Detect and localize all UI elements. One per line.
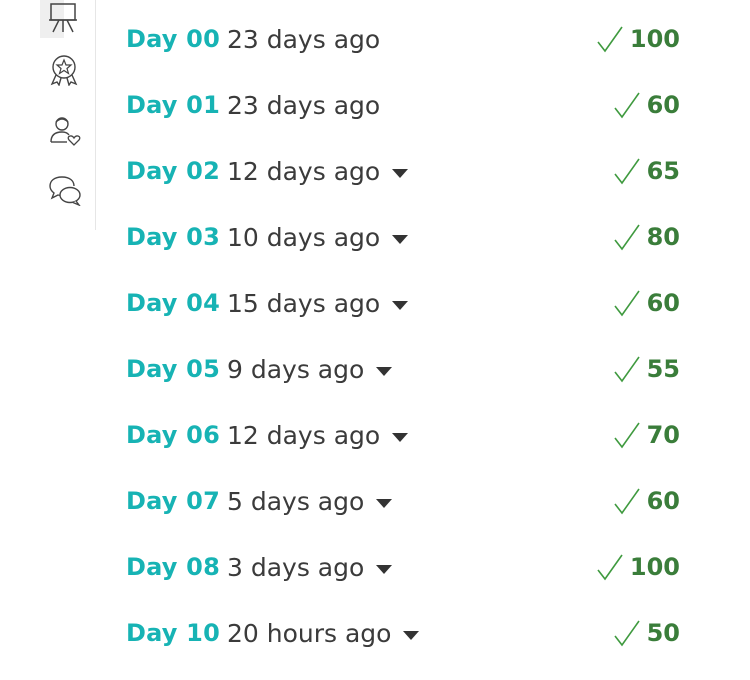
caret-down-icon[interactable] [392,168,409,178]
list-item: Day 06 12 days ago 70 [126,402,686,468]
score: 70 [613,421,680,449]
sidebar-item-achievements[interactable] [40,50,90,90]
list-item: Day 04 15 days ago 60 [126,270,686,336]
sidebar [0,0,96,230]
score: 60 [613,289,680,317]
score-value: 60 [646,91,680,119]
day-link[interactable]: Day 05 [126,355,220,383]
score: 80 [613,223,680,251]
time-ago-label: 23 days ago [226,24,381,54]
score-value: 100 [629,553,680,581]
day-link[interactable]: Day 07 [126,487,220,515]
time-ago-label: 10 days ago [226,222,381,252]
score: 100 [596,553,680,581]
time-ago-label: 15 days ago [226,288,381,318]
checkmark-icon [597,26,623,53]
chat-bubbles-icon [49,176,81,206]
caret-down-icon[interactable] [376,366,393,376]
score: 50 [613,619,680,647]
user-favorite-icon [50,117,81,146]
day-link[interactable]: Day 08 [126,553,220,581]
day-link[interactable]: Day 00 [126,25,220,53]
sidebar-item-discussions[interactable] [40,170,90,210]
score-value: 65 [646,157,680,185]
time-ago-label: 12 days ago [226,420,381,450]
award-badge-icon [50,55,78,86]
checkmark-icon [613,158,640,185]
score-value: 60 [646,289,680,317]
caret-down-icon[interactable] [376,498,393,508]
score-value: 50 [646,619,680,647]
day-link[interactable]: Day 04 [126,289,220,317]
presentation-board-icon [49,3,77,33]
checkmark-icon [613,356,640,383]
caret-down-icon[interactable] [392,300,409,310]
score-value: 55 [646,355,680,383]
time-ago-label: 5 days ago [226,486,365,516]
score: 55 [613,355,680,383]
list-item: Day 08 3 days ago 100 [126,534,686,600]
list-item: Day 00 23 days ago 100 [126,6,686,72]
score-value: 80 [646,223,680,251]
day-link[interactable]: Day 02 [126,157,220,185]
day-link[interactable]: Day 10 [126,619,220,647]
score: 60 [613,91,680,119]
sidebar-item-presentations[interactable] [40,0,90,38]
checkmark-icon [613,224,640,251]
time-ago-label: 3 days ago [226,552,365,582]
checkmark-icon [613,488,640,515]
score: 60 [613,487,680,515]
score-value: 70 [646,421,680,449]
score-value: 100 [629,25,680,53]
day-link[interactable]: Day 03 [126,223,220,251]
time-ago-label: 9 days ago [226,354,365,384]
checkmark-icon [613,620,640,647]
day-link[interactable]: Day 01 [126,91,220,119]
list-item: Day 10 20 hours ago 50 [126,600,686,666]
list-item: Day 05 9 days ago 55 [126,336,686,402]
time-ago-label: 12 days ago [226,156,381,186]
assignment-list: Day 00 23 days ago 100 Day 01 23 days ago 60 D… [126,6,686,666]
list-item: Day 07 5 days ago 60 [126,468,686,534]
time-ago-label: 20 hours ago [226,618,392,648]
caret-down-icon[interactable] [392,234,409,244]
list-item: Day 02 12 days ago 65 [126,138,686,204]
caret-down-icon[interactable] [392,432,409,442]
checkmark-icon [613,92,640,119]
caret-down-icon[interactable] [376,564,393,574]
caret-down-icon[interactable] [403,630,420,640]
checkmark-icon [613,422,640,449]
sidebar-item-following[interactable] [40,110,90,150]
score: 100 [596,25,680,53]
list-item: Day 01 23 days ago 60 [126,72,686,138]
time-ago-label: 23 days ago [226,90,381,120]
score: 65 [613,157,680,185]
day-link[interactable]: Day 06 [126,421,220,449]
checkmark-icon [597,554,623,581]
score-value: 60 [646,487,680,515]
checkmark-icon [613,290,640,317]
list-item: Day 03 10 days ago 80 [126,204,686,270]
